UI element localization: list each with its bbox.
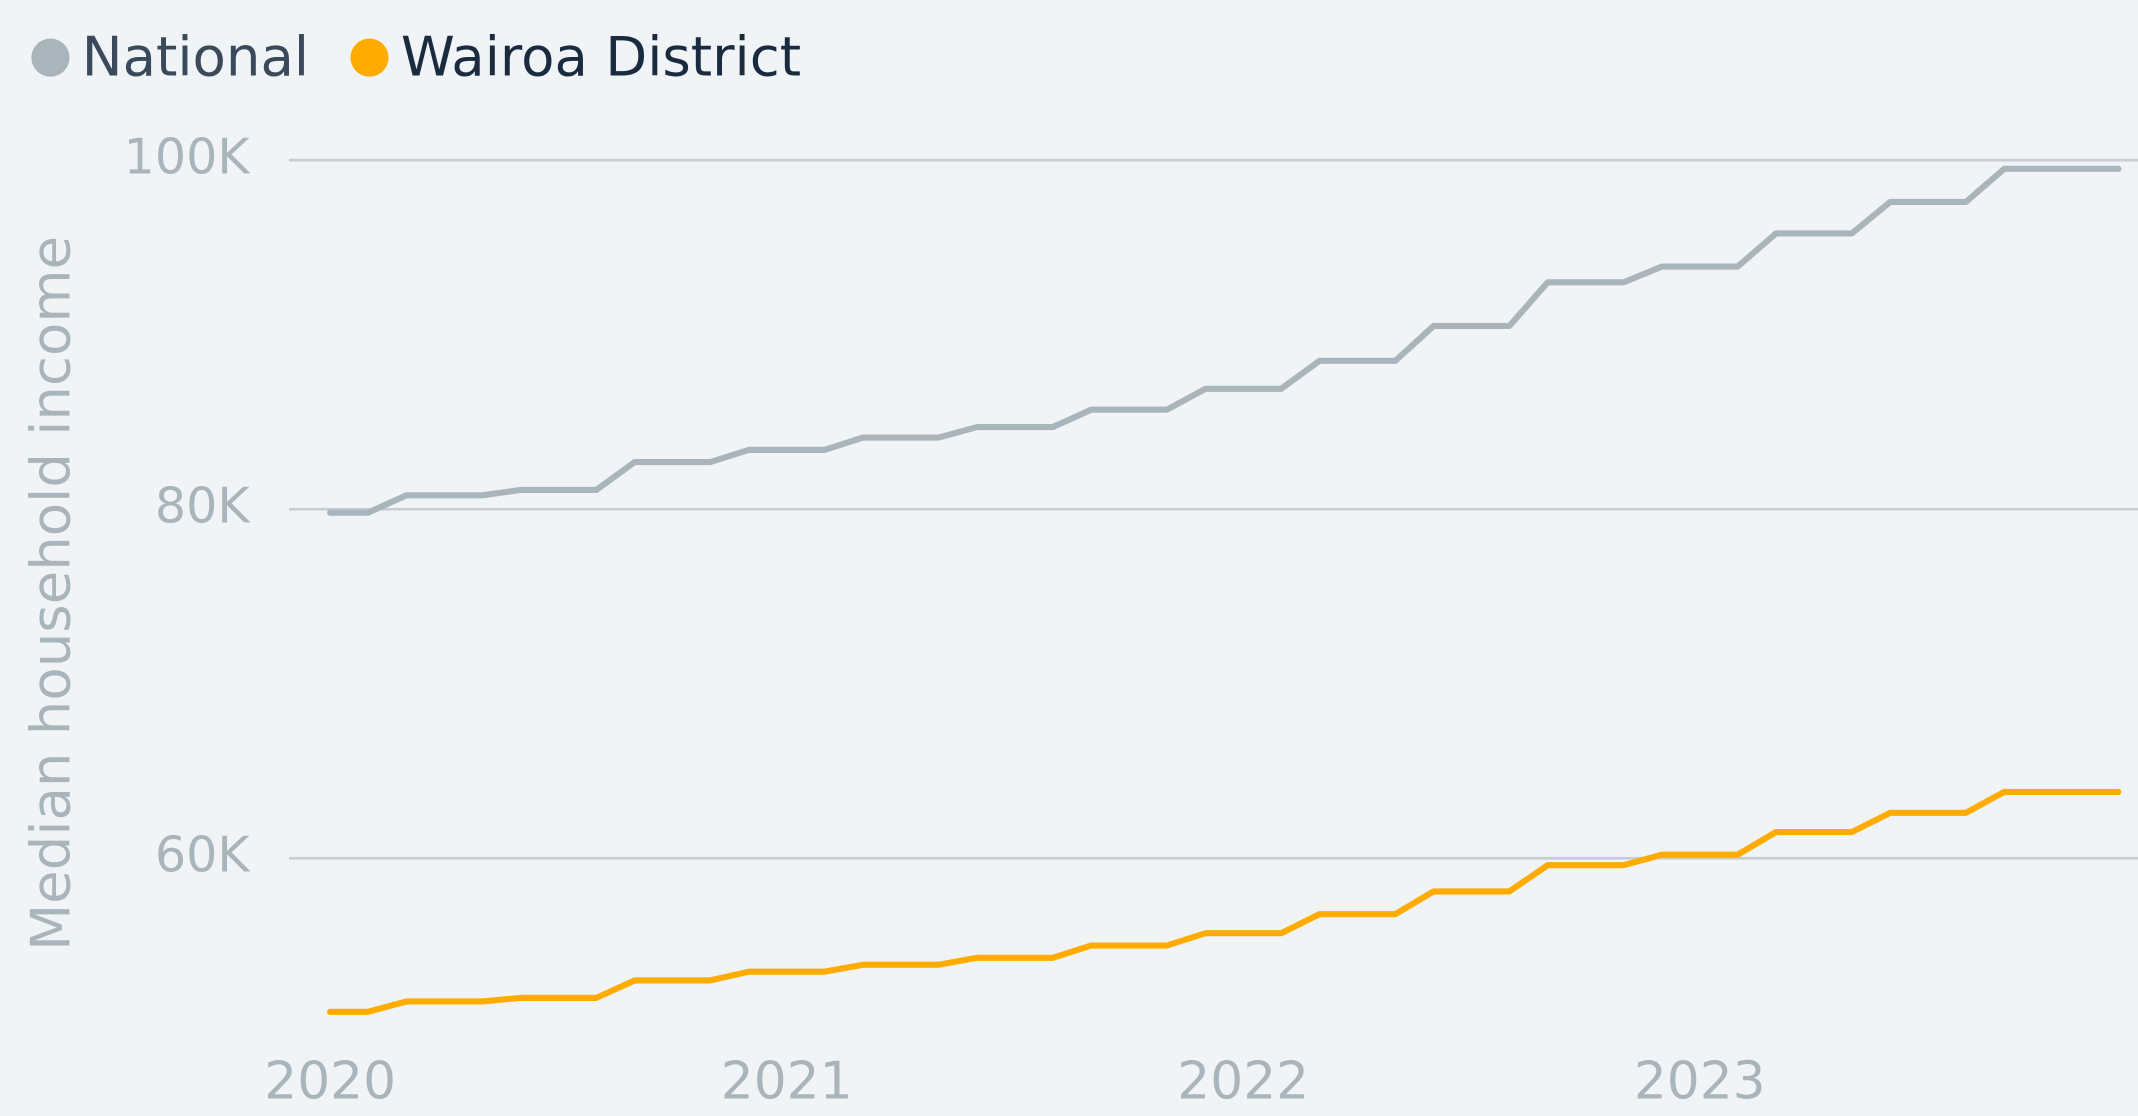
x-tick-label: 2022 xyxy=(1177,1051,1309,1111)
legend-label: Wairoa District xyxy=(401,24,801,88)
y-axis-label: Median household income xyxy=(19,236,83,951)
legend-marker xyxy=(350,38,389,77)
y-tick-label: 100K xyxy=(124,128,252,186)
x-tick-label: 2020 xyxy=(264,1051,396,1111)
series-line xyxy=(327,165,2122,516)
x-tick-label: 2021 xyxy=(721,1051,853,1111)
y-tick-label: 80K xyxy=(155,477,251,535)
legend-label: National xyxy=(82,24,309,88)
series-line xyxy=(327,788,2122,1015)
y-tick-label: 60K xyxy=(155,826,251,884)
x-tick-label: 2023 xyxy=(1634,1051,1766,1111)
legend-marker xyxy=(31,38,70,77)
